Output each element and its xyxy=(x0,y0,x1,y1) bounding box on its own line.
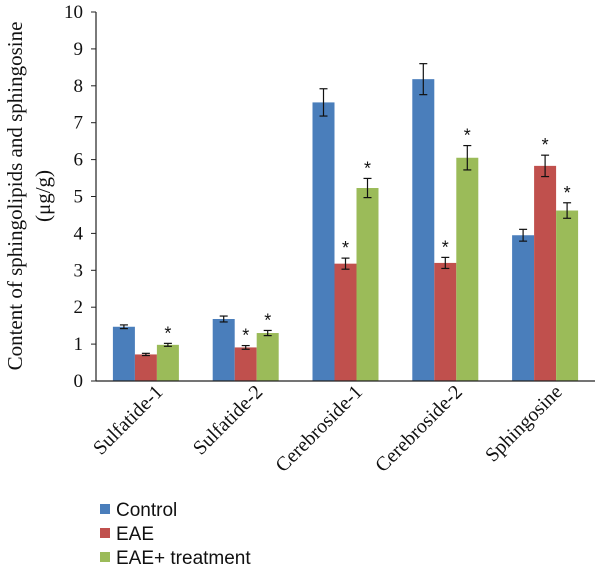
significance-star: * xyxy=(464,126,471,146)
bar xyxy=(212,319,235,381)
category-label: Sulfatide-2 xyxy=(189,381,267,459)
bar xyxy=(356,188,379,381)
legend-swatch xyxy=(100,528,110,538)
y-tick-label: 4 xyxy=(74,223,84,244)
category-label: Sphingosine xyxy=(481,381,567,467)
y-tick-label: 6 xyxy=(74,150,84,171)
bar xyxy=(512,235,535,381)
y-tick-label: 3 xyxy=(74,260,84,281)
bars xyxy=(112,79,579,382)
y-tick-label: 2 xyxy=(74,297,84,318)
significance-star: * xyxy=(564,183,571,203)
y-axis-label-line-2: (μg/g) xyxy=(31,170,55,222)
y-tick-label: 7 xyxy=(74,113,84,134)
y-tick-label: 0 xyxy=(74,371,84,392)
axes xyxy=(95,12,595,382)
significance-star: * xyxy=(342,238,349,258)
y-tick-label: 1 xyxy=(74,334,84,355)
significance-star: * xyxy=(164,323,171,343)
significance-markers: * * * * * * * * * xyxy=(164,126,570,346)
bar xyxy=(556,210,579,381)
y-axis-ticks: 0 1 2 3 4 5 6 7 8 9 10 xyxy=(64,2,96,392)
y-axis-label-line-1: Content of sphingolipids and sphingosine xyxy=(3,22,27,371)
y-tick-label: 8 xyxy=(74,76,84,97)
bar xyxy=(456,157,479,381)
error-bars xyxy=(119,63,572,357)
bar xyxy=(256,333,279,381)
bar xyxy=(334,263,357,381)
y-tick-label: 5 xyxy=(74,187,84,208)
x-axis-categories: Sulfatide-1 Sulfatide-2 Cerebroside-1 Cereb… xyxy=(89,381,567,477)
significance-star: * xyxy=(242,326,249,346)
legend-label: Control xyxy=(116,500,177,521)
bar xyxy=(234,347,257,381)
category-label: Sulfatide-1 xyxy=(89,381,167,459)
bar xyxy=(112,326,135,381)
y-axis-label: Content of sphingolipids and sphingosine… xyxy=(3,22,55,371)
legend: Control EAE EAE+ treatment xyxy=(100,500,251,569)
bar xyxy=(134,354,157,381)
legend-swatch xyxy=(100,552,110,562)
significance-star: * xyxy=(542,135,549,155)
significance-star: * xyxy=(364,158,371,178)
y-tick-label: 9 xyxy=(74,39,84,60)
bar xyxy=(156,344,179,381)
significance-star: * xyxy=(442,237,449,257)
significance-star: * xyxy=(264,310,271,330)
bar xyxy=(412,79,435,382)
legend-label: EAE+ treatment xyxy=(116,548,251,569)
legend-swatch xyxy=(100,504,110,514)
bar xyxy=(434,262,457,381)
legend-label: EAE xyxy=(116,524,154,545)
category-label: Cerebroside-1 xyxy=(271,381,367,477)
y-tick-label: 10 xyxy=(64,2,83,23)
bar xyxy=(534,165,557,381)
category-label: Cerebroside-2 xyxy=(371,381,467,477)
bar xyxy=(312,102,335,381)
